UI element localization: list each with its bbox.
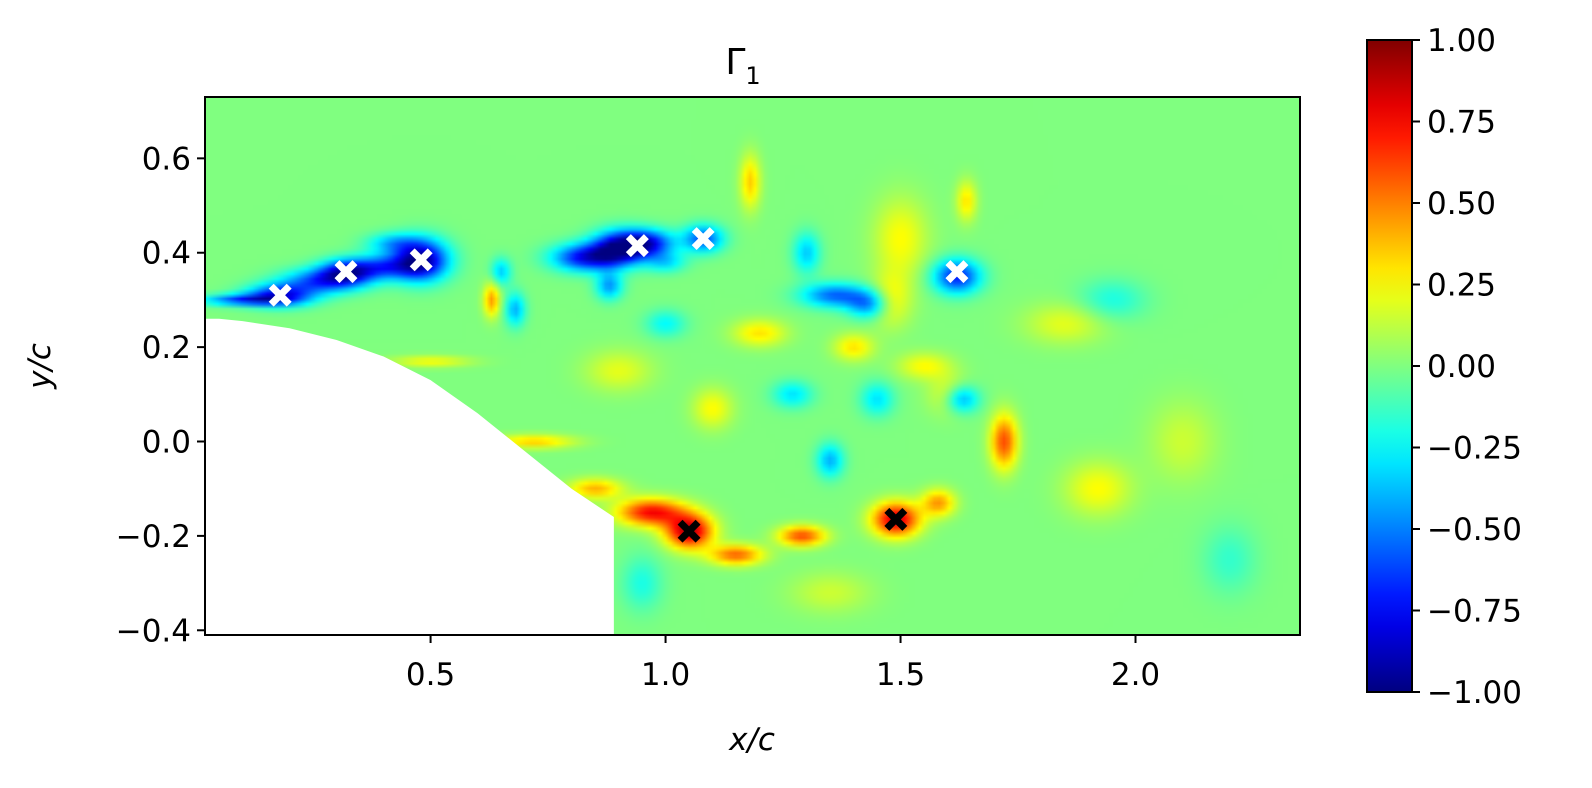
x-tick-label: 1.5 (876, 657, 925, 693)
colorbar-tick-label: 1.00 (1427, 23, 1496, 59)
colorbar-ticks: 1.00 0.75 0.50 0.25 0.00 −0.25 −0.50 −0.75 −1.00 (1412, 23, 1522, 711)
y-tick-label: 0.0 (142, 425, 191, 461)
colorbar-tick-label: 0.75 (1427, 105, 1496, 141)
y-tick-label: 0.6 (142, 141, 191, 177)
colorbar-tick-label: −0.25 (1427, 431, 1522, 467)
colorbar-tick-label: 0.50 (1427, 186, 1496, 222)
y-tick-label: 0.4 (142, 236, 191, 272)
negative-vortex-marker (691, 227, 715, 251)
negative-vortex-marker (409, 248, 433, 272)
y-tick-label: −0.2 (116, 519, 191, 555)
negative-vortex-marker (625, 234, 649, 258)
colorbar-gradient (1366, 39, 1413, 693)
marker-layer (268, 227, 969, 543)
body-mask (205, 318, 614, 635)
colorbar: 1.00 0.75 0.50 0.25 0.00 −0.25 −0.50 −0.75 −1.00 (1366, 23, 1522, 711)
negative-vortex-marker (268, 283, 292, 307)
positive-vortex-marker (677, 519, 701, 543)
plot-frame (204, 96, 1301, 636)
x-tick-label: 2.0 (1111, 657, 1160, 693)
negative-vortex-marker (334, 260, 358, 284)
chart-title: Γ1 (725, 42, 760, 90)
y-axis: 0.6 0.4 0.2 0.0 −0.2 −0.4 (116, 141, 205, 649)
colorbar-tick-label: 0.25 (1427, 268, 1496, 304)
x-tick-label: 0.5 (406, 657, 455, 693)
colorbar-tick-label: 0.00 (1427, 349, 1496, 385)
heatmap-area (205, 97, 1300, 635)
colorbar-tick-label: −0.50 (1427, 512, 1522, 548)
y-axis-label: y/c (22, 343, 58, 390)
colorbar-tick-label: −0.75 (1427, 594, 1522, 630)
colorbar-tick-label: −1.00 (1427, 675, 1522, 711)
negative-vortex-marker (945, 260, 969, 284)
positive-vortex-marker (884, 507, 908, 531)
y-tick-label: 0.2 (142, 330, 191, 366)
x-axis: 0.5 1.0 1.5 2.0 (406, 635, 1160, 693)
x-axis-label: x/c (728, 722, 775, 758)
y-tick-label: −0.4 (116, 613, 191, 649)
x-tick-label: 1.0 (641, 657, 690, 693)
